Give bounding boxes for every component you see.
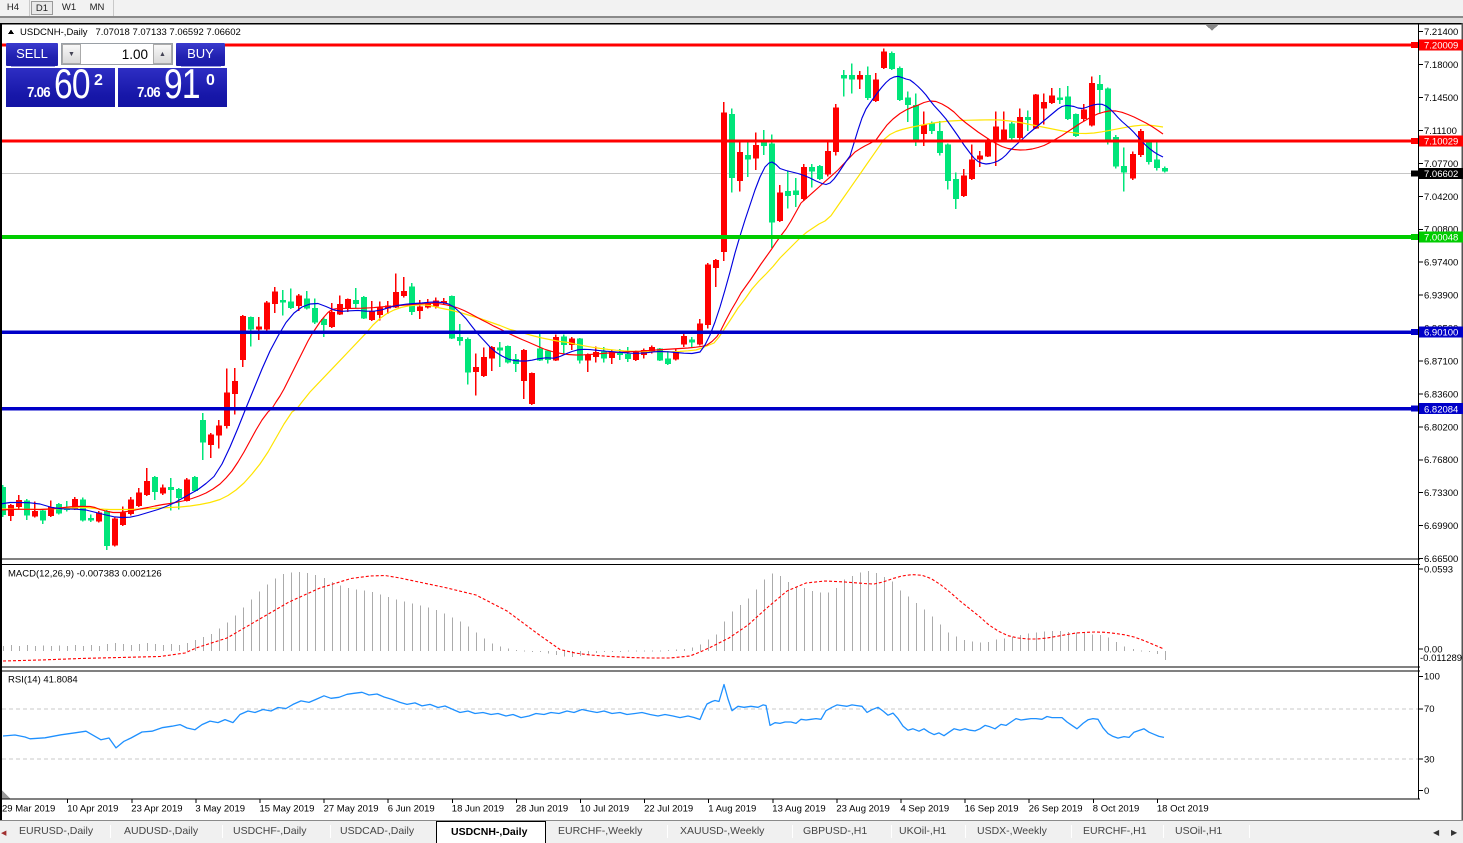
svg-text:10 Apr 2019: 10 Apr 2019 bbox=[67, 804, 118, 815]
svg-text:6.93900: 6.93900 bbox=[1424, 291, 1458, 302]
svg-text:6.66500: 6.66500 bbox=[1424, 554, 1458, 565]
svg-text:3 May 2019: 3 May 2019 bbox=[195, 804, 245, 815]
svg-text:30: 30 bbox=[1424, 755, 1435, 766]
svg-text:15 May 2019: 15 May 2019 bbox=[260, 804, 315, 815]
svg-text:7.18000: 7.18000 bbox=[1424, 60, 1458, 71]
svg-text:7.06602: 7.06602 bbox=[1424, 169, 1458, 180]
svg-text:29 Mar 2019: 29 Mar 2019 bbox=[2, 804, 55, 815]
svg-text:1 Aug 2019: 1 Aug 2019 bbox=[708, 804, 756, 815]
svg-text:23 Apr 2019: 23 Apr 2019 bbox=[131, 804, 182, 815]
svg-text:6.80200: 6.80200 bbox=[1424, 422, 1458, 433]
svg-text:6.82084: 6.82084 bbox=[1424, 404, 1458, 415]
svg-text:6 Jun 2019: 6 Jun 2019 bbox=[388, 804, 435, 815]
svg-text:4 Sep 2019: 4 Sep 2019 bbox=[901, 804, 950, 815]
svg-text:7.00048: 7.00048 bbox=[1424, 232, 1458, 243]
svg-text:18 Jun 2019: 18 Jun 2019 bbox=[452, 804, 504, 815]
svg-text:10 Jul 2019: 10 Jul 2019 bbox=[580, 804, 629, 815]
svg-text:27 May 2019: 27 May 2019 bbox=[324, 804, 379, 815]
svg-text:7.21400: 7.21400 bbox=[1424, 27, 1458, 38]
svg-text:0.00: 0.00 bbox=[1424, 644, 1443, 655]
svg-text:6.69900: 6.69900 bbox=[1424, 521, 1458, 532]
svg-text:28 Jun 2019: 28 Jun 2019 bbox=[516, 804, 568, 815]
svg-text:USDCNH-,Daily 7.07018 7.0713: USDCNH-,Daily 7.07018 7.07133 7.06592 7.… bbox=[20, 27, 241, 38]
svg-text:6.87100: 6.87100 bbox=[1424, 356, 1458, 367]
svg-text:23 Aug 2019: 23 Aug 2019 bbox=[836, 804, 889, 815]
svg-text:16 Sep 2019: 16 Sep 2019 bbox=[965, 804, 1019, 815]
svg-text:26 Sep 2019: 26 Sep 2019 bbox=[1029, 804, 1083, 815]
svg-text:RSI(14) 41.8084: RSI(14) 41.8084 bbox=[8, 675, 78, 686]
svg-text:70: 70 bbox=[1424, 704, 1435, 715]
svg-text:0: 0 bbox=[1424, 786, 1429, 797]
svg-text:6.76800: 6.76800 bbox=[1424, 455, 1458, 466]
svg-text:7.00800: 7.00800 bbox=[1424, 225, 1458, 236]
svg-text:7.07700: 7.07700 bbox=[1424, 159, 1458, 170]
svg-text:-0.011289: -0.011289 bbox=[1420, 653, 1462, 664]
svg-text:7.04200: 7.04200 bbox=[1424, 192, 1458, 203]
svg-text:6.97400: 6.97400 bbox=[1424, 258, 1458, 269]
svg-text:13 Aug 2019: 13 Aug 2019 bbox=[772, 804, 825, 815]
svg-text:7.20009: 7.20009 bbox=[1424, 41, 1458, 52]
svg-text:22 Jul 2019: 22 Jul 2019 bbox=[644, 804, 693, 815]
svg-text:100: 100 bbox=[1424, 672, 1440, 683]
svg-text:18 Oct 2019: 18 Oct 2019 bbox=[1157, 804, 1209, 815]
svg-text:MACD(12,26,9) -0.007383 0.0021: MACD(12,26,9) -0.007383 0.002126 bbox=[8, 569, 162, 580]
svg-text:8 Oct 2019: 8 Oct 2019 bbox=[1093, 804, 1139, 815]
svg-text:6.90100: 6.90100 bbox=[1424, 328, 1458, 339]
svg-text:7.10029: 7.10029 bbox=[1424, 137, 1458, 148]
svg-text:6.83600: 6.83600 bbox=[1424, 389, 1458, 400]
svg-text:7.14500: 7.14500 bbox=[1424, 93, 1458, 104]
svg-text:0.0593: 0.0593 bbox=[1424, 564, 1453, 575]
svg-text:7.11100: 7.11100 bbox=[1424, 126, 1457, 137]
svg-text:6.73300: 6.73300 bbox=[1424, 488, 1458, 499]
